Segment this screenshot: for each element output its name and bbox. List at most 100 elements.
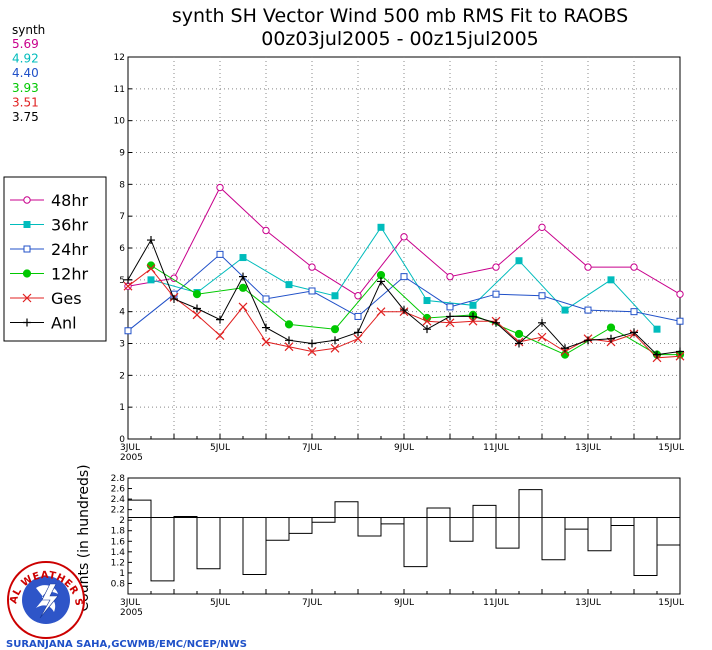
filled-square-marker [423,297,431,305]
x-marker [238,302,248,312]
plus-marker [469,312,477,321]
x-tick-label: 3JUL [120,443,140,453]
count-bar [127,499,152,518]
plus-marker [584,336,592,345]
count-bar [495,517,520,549]
open-circle-marker [492,263,500,271]
count-bar [518,489,543,518]
count-bar [196,517,221,570]
count-bar [150,517,175,582]
y-tick-label: 3 [119,340,125,350]
plus-marker [400,306,408,315]
count-y-tick-label: 1.8 [111,527,126,537]
y-tick-label: 6 [119,244,125,254]
x-marker [422,316,432,326]
y-tick-label: 10 [114,117,126,127]
y-tick-label: 5 [119,276,125,286]
plus-marker [515,339,523,348]
open-circle-marker [354,292,362,300]
x-tick-label: 3JUL [120,598,140,608]
open-square-marker [584,306,592,314]
open-square-marker [400,273,408,281]
open-circle-marker [630,263,638,271]
count-bar [357,517,382,537]
stats-value: 5.69 [12,37,39,51]
x-tick-sublabel: 2005 [120,608,143,618]
open-square-marker [538,292,546,300]
legend-label: Anl [51,314,77,333]
filled-square-marker [515,257,523,265]
y-tick-label: 12 [114,53,125,63]
count-bar [311,517,336,523]
legend-item-36hr: 36hr [10,216,89,235]
count-y-tick-label: 1 [119,569,125,579]
chart-title: synth SH Vector Wind 500 mb RMS Fit to R… [172,5,628,27]
plus-marker [561,344,569,353]
count-y-tick-label: 0.8 [111,579,126,589]
stats-value: 4.40 [12,66,39,80]
plus-marker [308,339,316,348]
x-marker [675,351,685,361]
stats-value: 3.75 [12,110,39,124]
filled-square-marker [469,301,477,309]
open-circle-marker [308,263,316,271]
open-square-marker [630,308,638,316]
y-tick-label: 4 [119,308,125,318]
count-bar [265,517,290,541]
y-tick-label: 2 [119,371,125,381]
plus-marker [147,236,155,245]
count-bar [472,504,497,518]
count-bar [380,517,405,525]
count-bar [633,517,658,577]
open-square-marker [216,250,224,258]
count-bar [541,517,566,561]
x-marker [376,307,386,317]
open-circle-marker [446,272,454,281]
x-marker [353,334,363,344]
plus-marker [216,315,224,324]
stats-value: 3.51 [12,95,39,109]
x-tick-sublabel: 2005 [120,453,143,463]
count-bar [449,517,474,542]
count-bar [173,515,198,518]
plus-marker [377,277,385,286]
x-marker [330,343,340,353]
x-tick-label: 9JUL [394,443,414,453]
y-tick-label: 11 [114,85,125,95]
plus-marker [285,336,293,345]
count-bar [426,507,451,518]
open-square-marker [492,290,500,298]
plus-marker [538,318,546,327]
plus-marker [492,318,500,327]
legend-label: Ges [51,289,82,308]
count-y-tick-label: 2.2 [111,506,125,516]
count-y-tick-label: 2 [119,516,125,526]
count-bar [610,517,635,526]
count-y-tick-label: 1.2 [111,558,125,568]
open-circle-marker [216,183,224,192]
series-anl [124,236,684,359]
open-square-marker [676,317,684,325]
filled-circle-marker [192,290,202,299]
open-circle-marker [400,233,408,241]
x-tick-label: 7JUL [302,443,322,453]
x-tick-label: 13JUL [575,443,601,453]
open-circle-marker [538,223,546,232]
legend-item-ges: Ges [10,289,82,308]
filled-square-marker [331,292,339,300]
stats-value: 3.93 [12,81,39,95]
x-tick-label: 5JUL [210,443,230,453]
open-circle-marker [584,263,592,271]
legend-item-48hr: 48hr [10,191,89,210]
open-square-marker [23,245,31,253]
y-tick-label: 1 [119,403,125,413]
count-y-tick-label: 2.8 [111,474,126,484]
count-y-tick-label: 1.6 [111,537,126,547]
plus-marker [446,312,454,321]
x-marker [123,281,133,291]
plus-marker [170,294,178,303]
filled-circle-marker [330,325,340,334]
lightning-icon [39,583,59,619]
